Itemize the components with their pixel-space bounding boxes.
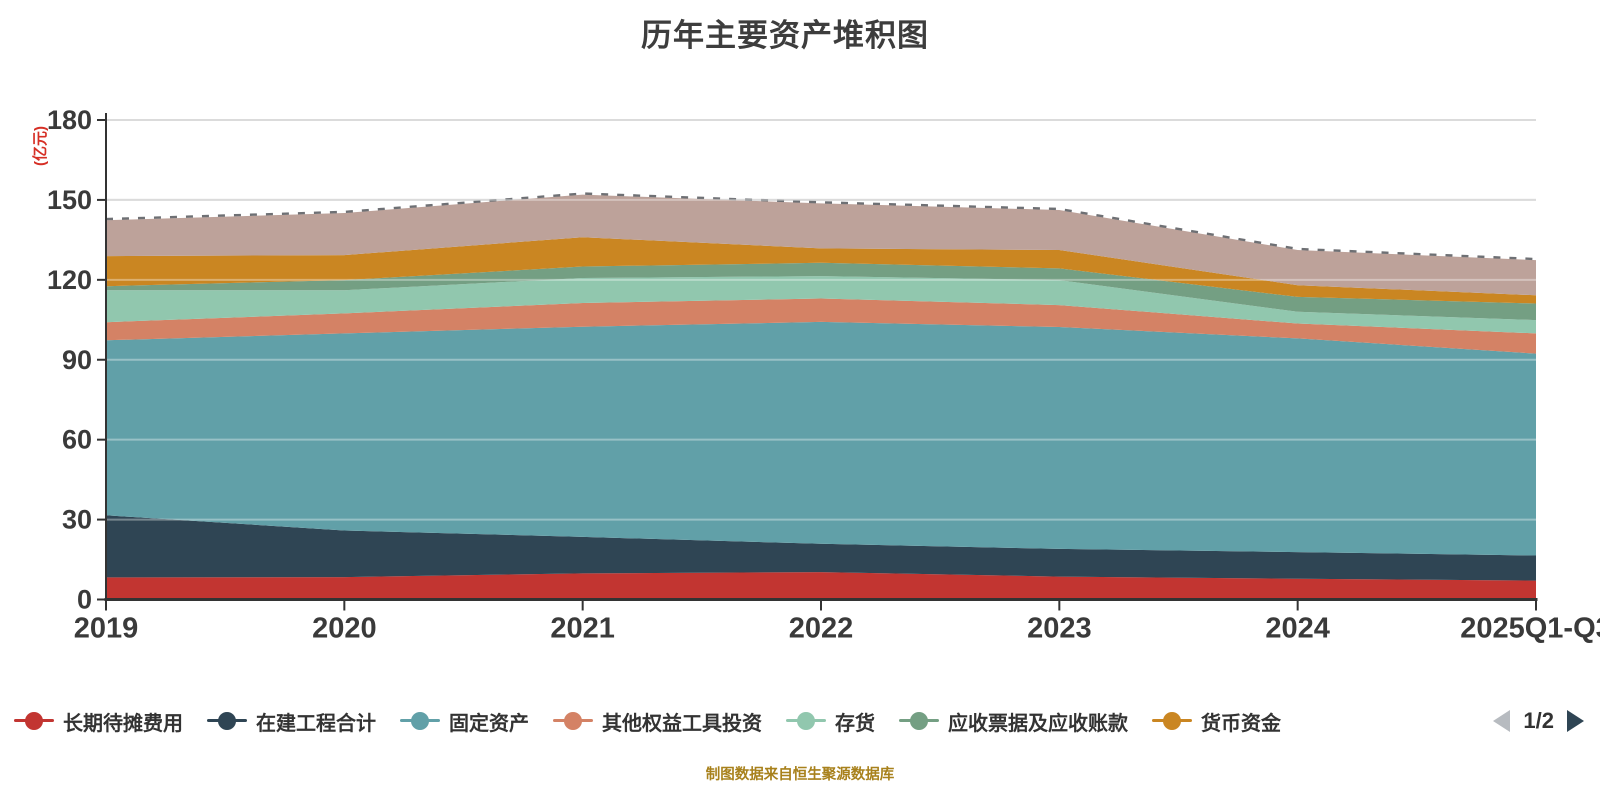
x-axis-label: 2022 bbox=[789, 613, 854, 645]
area-series-5 bbox=[106, 276, 1536, 334]
y-axis-label: 150 bbox=[47, 185, 92, 215]
chart-canvas: 0 30 60 90 120 150 180 2019 2020 2021 2022 2023 2024… bbox=[31, 105, 1600, 645]
legend-marker-icon bbox=[899, 712, 939, 730]
y-axis-label: 180 bbox=[47, 105, 92, 135]
legend-item-label: 货币资金 bbox=[1201, 712, 1281, 735]
area-series-6 bbox=[106, 262, 1536, 321]
legend-item[interactable]: 存货 bbox=[786, 707, 875, 736]
x-axis-label: 2025Q1-Q3 bbox=[1460, 613, 1600, 645]
area-series-7 bbox=[106, 237, 1536, 304]
chart-title: 历年主要资产堆积图 bbox=[641, 18, 929, 53]
legend-prev-arrow-icon[interactable] bbox=[1493, 710, 1511, 732]
legend-marker-icon bbox=[14, 712, 54, 730]
legend-marker-icon bbox=[207, 712, 247, 730]
legend-item-label: 长期待摊费用 bbox=[63, 712, 183, 735]
legend-marker-icon bbox=[400, 712, 440, 730]
x-axis-label: 2023 bbox=[1027, 613, 1092, 645]
y-axis-label: 90 bbox=[62, 345, 92, 375]
x-axis-label: 2019 bbox=[74, 613, 139, 645]
legend-item-label: 应收票据及应收账款 bbox=[948, 712, 1128, 735]
legend-item[interactable]: 长期待摊费用 bbox=[14, 707, 183, 736]
legend-marker-icon bbox=[1152, 712, 1192, 730]
y-axis-label: 30 bbox=[62, 505, 92, 535]
y-axis-label: 120 bbox=[47, 265, 92, 295]
y-axis-name: (亿元) bbox=[31, 126, 49, 166]
legend-item[interactable]: 应收票据及应收账款 bbox=[899, 707, 1128, 736]
legend-item[interactable]: 其他权益工具投资 bbox=[553, 707, 762, 736]
chart-legend: 长期待摊费用 在建工程合计 固定资产 其他权益工具投资 存货 应收票据及应收账款 货币资金 … bbox=[14, 700, 1584, 742]
legend-marker-icon bbox=[553, 712, 593, 730]
legend-marker-icon bbox=[786, 712, 826, 730]
x-axis-label: 2020 bbox=[312, 613, 377, 645]
legend-item-label: 固定资产 bbox=[449, 712, 529, 735]
x-axis-label: 2024 bbox=[1265, 613, 1330, 645]
y-axis-label: 60 bbox=[62, 425, 92, 455]
legend-page-indicator: 1/2 bbox=[1523, 708, 1554, 733]
area-series-8 bbox=[106, 194, 1536, 296]
area-series-1 bbox=[106, 572, 1536, 600]
legend-item-label: 存货 bbox=[835, 712, 875, 735]
legend-item[interactable]: 货币资金 bbox=[1152, 707, 1281, 736]
y-axis-label: 0 bbox=[77, 585, 92, 615]
legend-item[interactable]: 固定资产 bbox=[400, 707, 529, 736]
legend-item-label: 在建工程合计 bbox=[256, 712, 376, 735]
area-series-2 bbox=[106, 515, 1536, 581]
legend-item-label: 其他权益工具投资 bbox=[602, 712, 762, 735]
legend-pager: 1/2 bbox=[1493, 708, 1584, 734]
area-series-3 bbox=[106, 321, 1536, 556]
x-axis-label: 2021 bbox=[550, 613, 615, 645]
area-series-4 bbox=[106, 298, 1536, 354]
legend-item[interactable]: 在建工程合计 bbox=[207, 707, 376, 736]
legend-next-arrow-icon[interactable] bbox=[1567, 710, 1584, 732]
data-source-note: 制图数据来自恒生聚源数据库 bbox=[705, 767, 895, 783]
